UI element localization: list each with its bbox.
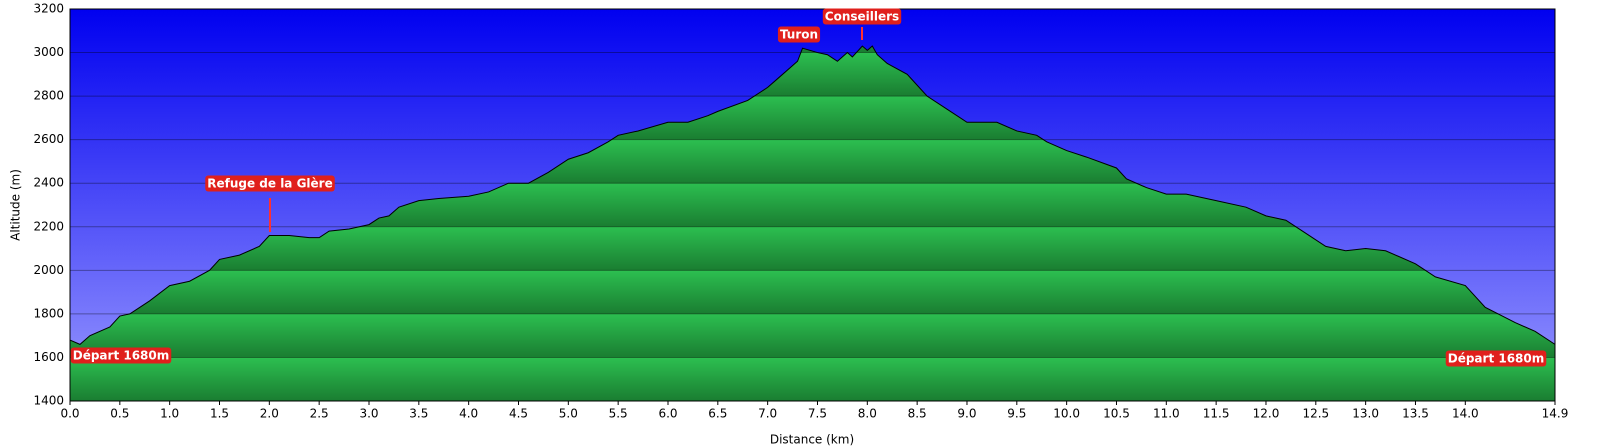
y-tick-label: 3200 <box>33 2 64 16</box>
x-tick-label: 2.5 <box>310 407 329 421</box>
y-tick-label: 1400 <box>33 394 64 408</box>
annotation-box <box>1445 350 1547 367</box>
x-tick-label: 14.9 <box>1542 407 1569 421</box>
annotation-box <box>822 8 902 25</box>
x-tick-label: 9.5 <box>1007 407 1026 421</box>
y-tick-label: 2600 <box>33 132 64 146</box>
x-tick-label: 11.0 <box>1153 407 1180 421</box>
y-tick-label: 2000 <box>33 263 64 277</box>
x-tick-label: 13.0 <box>1352 407 1379 421</box>
x-tick-label: 6.5 <box>708 407 727 421</box>
x-tick-label: 4.0 <box>459 407 478 421</box>
x-tick-label: 7.0 <box>758 407 777 421</box>
x-tick-label: 0.0 <box>60 407 79 421</box>
x-axis-label: Distance (km) <box>770 433 854 446</box>
annotation: Conseillers <box>825 10 899 24</box>
x-tick-label: 9.0 <box>957 407 976 421</box>
x-tick-label: 13.5 <box>1402 407 1429 421</box>
x-tick-label: 7.5 <box>808 407 827 421</box>
x-tick-label: 4.5 <box>509 407 528 421</box>
x-tick-label: 8.5 <box>908 407 927 421</box>
x-tick-label: 0.5 <box>110 407 129 421</box>
x-tick-label: 8.0 <box>858 407 877 421</box>
x-tick-label: 1.5 <box>210 407 229 421</box>
x-tick-label: 14.0 <box>1452 407 1479 421</box>
annotation: Turon <box>780 28 818 42</box>
y-tick-label: 2400 <box>33 176 64 190</box>
x-tick-label: 5.5 <box>609 407 628 421</box>
x-tick-label: 3.5 <box>409 407 428 421</box>
annotation: Départ 1680m <box>73 349 170 363</box>
y-tick-label: 2200 <box>33 219 64 233</box>
y-tick-label: 2800 <box>33 89 64 103</box>
x-tick-label: 1.0 <box>160 407 179 421</box>
area <box>70 46 1555 402</box>
x-tick-label: 6.0 <box>658 407 677 421</box>
annotation-box <box>205 175 335 192</box>
y-tick-label: 1600 <box>33 350 64 364</box>
annotation: Refuge de la Glère <box>207 177 333 191</box>
annotation-box <box>777 26 821 43</box>
x-tick-label: 3.0 <box>359 407 378 421</box>
x-tick-label: 10.0 <box>1053 407 1080 421</box>
x-tick-label: 2.0 <box>260 407 279 421</box>
x-tick-label: 11.5 <box>1203 407 1230 421</box>
annotation-box <box>70 347 172 364</box>
x-tick-label: 10.5 <box>1103 407 1130 421</box>
x-tick-label: 12.0 <box>1253 407 1280 421</box>
plot-frame <box>69 8 1556 402</box>
y-tick-label: 1800 <box>33 306 64 320</box>
profile-line <box>69 45 1556 345</box>
x-tick-label: 5.0 <box>559 407 578 421</box>
x-tick-label: 12.5 <box>1302 407 1329 421</box>
annotation: Départ 1680m <box>1448 352 1545 366</box>
y-tick-label: 3000 <box>33 45 64 59</box>
y-axis-label: Altitude (m) <box>9 169 23 241</box>
